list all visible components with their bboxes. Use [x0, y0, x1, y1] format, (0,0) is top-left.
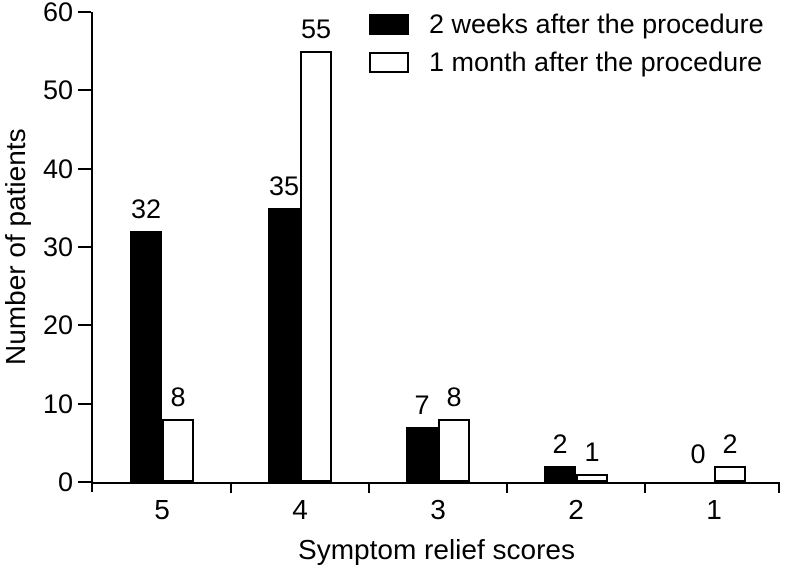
y-tick-10 — [78, 402, 91, 405]
y-tick-30 — [78, 246, 91, 248]
x-tick-boundary-2 — [368, 482, 370, 493]
bar-value-label-series-2-score-5: 8 — [170, 382, 186, 413]
bar-value-label-series-1-score-1: 0 — [690, 439, 706, 469]
x-tick-boundary-1 — [230, 482, 232, 493]
y-tick-label-40: 40 — [42, 153, 73, 184]
category-label-2: 2 — [568, 494, 584, 525]
y-tick-label-50: 50 — [42, 75, 73, 106]
legend-label-1: 2 weeks after the procedure — [429, 9, 764, 39]
y-tick-label-30: 30 — [42, 232, 73, 262]
y-tick-label-60: 60 — [42, 0, 73, 27]
plot-area: 0 10 20 30 40 50 60 32 8 5 35 55 4 7 8 3 2 1 2 0 2 1 — [43, 0, 780, 525]
bar-series-1-score-3 — [406, 427, 438, 482]
category-label-1: 1 — [706, 494, 722, 525]
bar-series-2-score-2 — [576, 474, 608, 482]
bar-series-2-score-3 — [438, 419, 470, 482]
y-tick-label-10: 10 — [42, 388, 73, 419]
bar-value-label-series-2-score-1: 2 — [722, 429, 738, 460]
bar-series-1-score-4 — [268, 207, 300, 482]
bar-series-2-score-4 — [300, 51, 332, 482]
y-tick-60 — [78, 11, 91, 13]
legend-row-2: 1 month after the procedure — [369, 49, 764, 76]
bar-series-1-score-2 — [544, 466, 576, 482]
bar-value-label-series-1-score-5: 32 — [130, 194, 162, 225]
legend-row-1: 2 weeks after the procedure — [369, 11, 764, 38]
bar-value-label-series-2-score-4: 55 — [300, 14, 332, 45]
legend-swatch-filled-icon — [369, 14, 409, 35]
x-axis-line — [91, 482, 780, 484]
bar-value-label-series-2-score-2: 1 — [584, 437, 600, 468]
legend-label-2: 1 month after the procedure — [429, 47, 763, 77]
bar-series-1-score-5 — [130, 231, 162, 482]
category-label-3: 3 — [430, 494, 446, 525]
x-tick-boundary-4 — [644, 482, 646, 493]
bar-series-2-score-5 — [162, 419, 194, 482]
bar-value-label-series-2-score-3: 8 — [446, 382, 462, 413]
x-tick-boundary-3 — [506, 482, 508, 493]
y-tick-50 — [78, 89, 91, 92]
y-tick-label-20: 20 — [42, 310, 73, 341]
y-tick-0 — [78, 481, 91, 483]
bar-series-2-score-1 — [714, 466, 746, 482]
bar-value-label-series-1-score-3: 7 — [414, 390, 430, 421]
y-tick-label-0: 0 — [57, 467, 73, 497]
y-tick-20 — [78, 324, 91, 327]
legend-swatch-hollow-icon — [369, 52, 409, 73]
y-tick-40 — [78, 167, 91, 170]
category-label-5: 5 — [154, 494, 170, 525]
x-tick-axis-end — [778, 482, 780, 493]
bar-value-label-series-1-score-2: 2 — [552, 429, 568, 460]
y-axis-line — [91, 12, 93, 492]
x-axis-title: Symptom relief scores — [298, 534, 575, 565]
bar-value-label-series-1-score-4: 35 — [268, 170, 300, 201]
category-label-4: 4 — [292, 494, 308, 525]
legend: 2 weeks after the procedure 1 month after… — [369, 11, 764, 87]
